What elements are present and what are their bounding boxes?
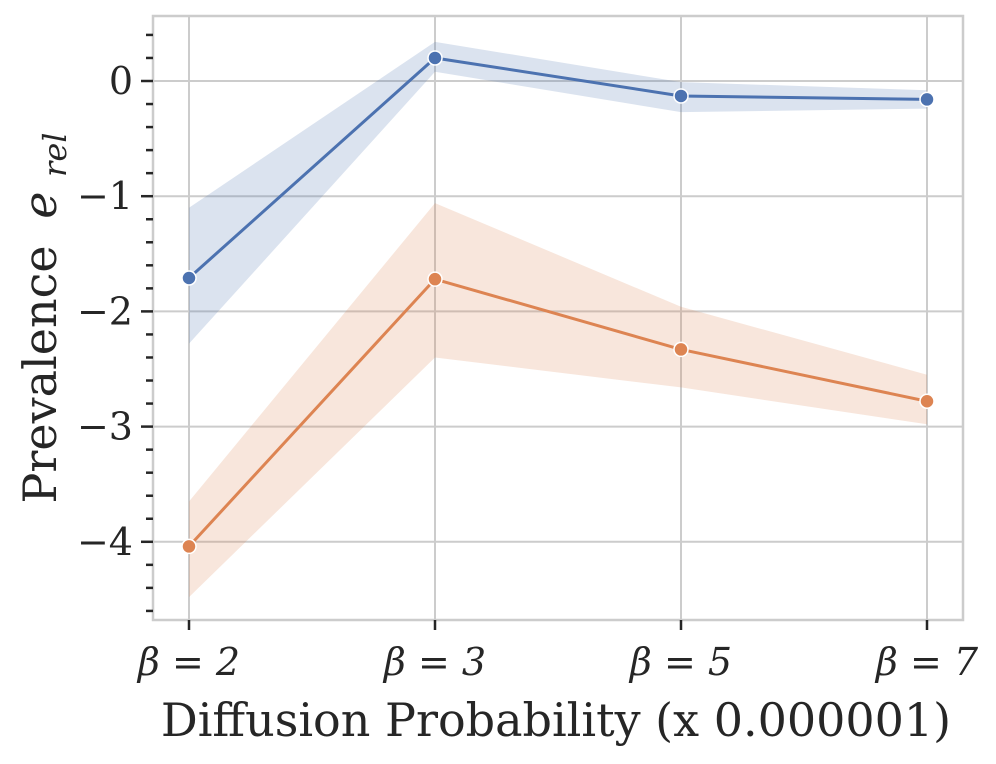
series-2-point <box>181 538 197 555</box>
x-axis: β = 2 β = 3 β = 5 β = 7 <box>136 620 979 684</box>
series-1-line <box>187 56 928 280</box>
grid <box>153 16 963 620</box>
series-2-line <box>187 277 928 548</box>
data-points <box>181 50 935 555</box>
series-2-confidence-band <box>189 203 927 598</box>
y-axis-label: Prevalence e rel <box>13 132 74 503</box>
y-axis: 0 −1 −2 −3 −4 <box>77 33 153 613</box>
series-1-point <box>427 50 443 66</box>
y-axis-label-symbol: e <box>13 192 67 219</box>
y-tick-label: −3 <box>77 405 133 449</box>
series-1-confidence-band <box>189 41 927 344</box>
series-2-point <box>673 341 689 358</box>
series-2-point <box>919 393 935 410</box>
y-axis-label-subscript: rel <box>36 132 74 176</box>
series-lines <box>187 56 928 548</box>
y-tick-label: 0 <box>109 59 133 103</box>
x-tick-label: β = 3 <box>382 640 486 684</box>
y-tick-label: −2 <box>77 289 133 333</box>
x-tick-label: β = 7 <box>874 640 979 684</box>
series-2-point <box>427 271 443 287</box>
series-1-point <box>181 270 197 286</box>
plot-frame <box>151 14 965 622</box>
y-tick-label: −1 <box>77 174 133 218</box>
x-tick-label: β = 2 <box>136 640 240 684</box>
series-1-point <box>919 91 935 108</box>
y-tick-label: −4 <box>77 520 133 564</box>
x-tick-label: β = 5 <box>628 640 732 684</box>
confidence-bands <box>189 41 927 598</box>
x-axis-label: Diffusion Probability (x 0.000001) <box>161 693 951 747</box>
series-1-point <box>673 88 689 104</box>
y-axis-label-text: Prevalence <box>13 245 67 503</box>
